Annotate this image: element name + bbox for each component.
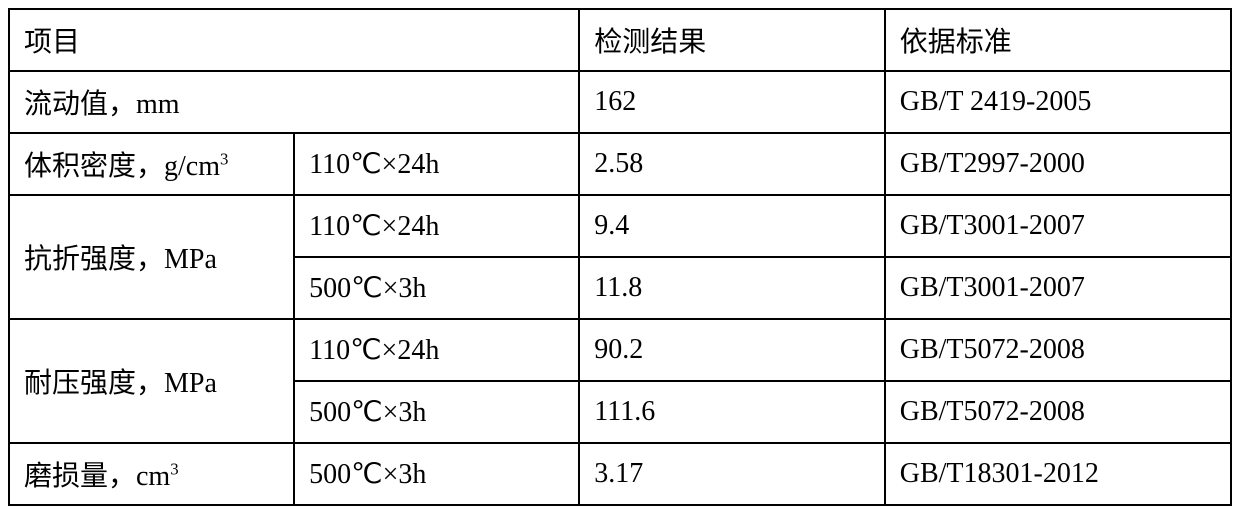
condition-cell: 110℃×24h (294, 319, 579, 381)
item-cell: 流动值，mm (9, 71, 579, 133)
header-item: 项目 (9, 9, 579, 71)
item-cell: 耐压强度，MPa (9, 319, 294, 443)
condition-cell: 500℃×3h (294, 381, 579, 443)
condition-cell: 110℃×24h (294, 195, 579, 257)
header-standard: 依据标准 (885, 9, 1231, 71)
header-row: 项目 检测结果 依据标准 (9, 9, 1231, 71)
item-cell: 磨损量，cm3 (9, 443, 294, 505)
result-cell: 111.6 (579, 381, 884, 443)
standard-cell: GB/T 2419-2005 (885, 71, 1231, 133)
table-row: 体积密度，g/cm3 110℃×24h 2.58 GB/T2997-2000 (9, 133, 1231, 195)
properties-table: 项目 检测结果 依据标准 流动值，mm 162 GB/T 2419-2005 体… (8, 8, 1232, 506)
condition-cell: 500℃×3h (294, 257, 579, 319)
result-cell: 2.58 (579, 133, 884, 195)
header-result: 检测结果 (579, 9, 884, 71)
standard-cell: GB/T2997-2000 (885, 133, 1231, 195)
item-cell: 抗折强度，MPa (9, 195, 294, 319)
result-cell: 3.17 (579, 443, 884, 505)
table-row: 磨损量，cm3 500℃×3h 3.17 GB/T18301-2012 (9, 443, 1231, 505)
condition-cell: 110℃×24h (294, 133, 579, 195)
condition-cell: 500℃×3h (294, 443, 579, 505)
standard-cell: GB/T3001-2007 (885, 195, 1231, 257)
item-cell: 体积密度，g/cm3 (9, 133, 294, 195)
standard-cell: GB/T18301-2012 (885, 443, 1231, 505)
table-row: 耐压强度，MPa 110℃×24h 90.2 GB/T5072-2008 (9, 319, 1231, 381)
result-cell: 11.8 (579, 257, 884, 319)
result-cell: 162 (579, 71, 884, 133)
table-row: 抗折强度，MPa 110℃×24h 9.4 GB/T3001-2007 (9, 195, 1231, 257)
result-cell: 90.2 (579, 319, 884, 381)
table-row: 流动值，mm 162 GB/T 2419-2005 (9, 71, 1231, 133)
standard-cell: GB/T3001-2007 (885, 257, 1231, 319)
standard-cell: GB/T5072-2008 (885, 319, 1231, 381)
standard-cell: GB/T5072-2008 (885, 381, 1231, 443)
result-cell: 9.4 (579, 195, 884, 257)
